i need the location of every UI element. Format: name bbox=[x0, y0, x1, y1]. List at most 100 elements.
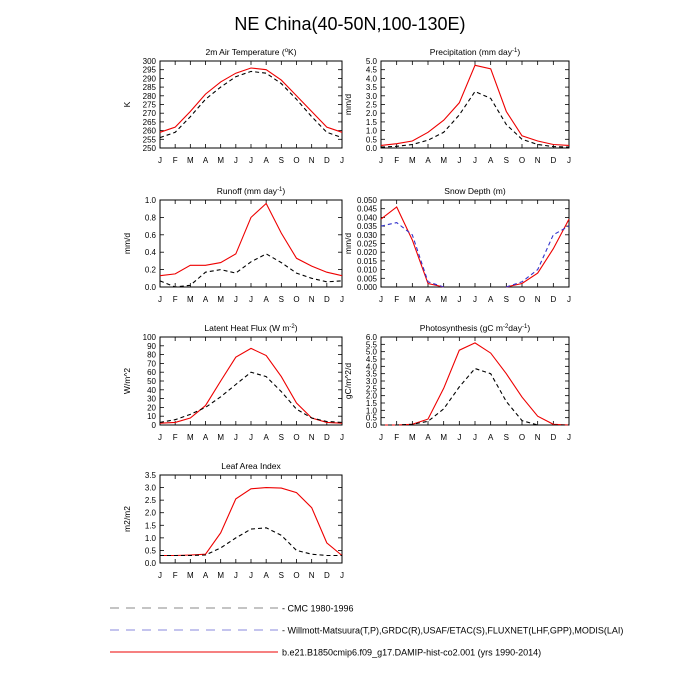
y-tick-label: 4.0 bbox=[366, 362, 378, 371]
legend-entry-2: b.e21.B1850cmip6.f09_g17.DAMIP-hist-co2.… bbox=[110, 648, 541, 658]
x-tick-label: A bbox=[263, 571, 269, 580]
x-tick-label: M bbox=[217, 156, 224, 165]
y-axis-label: W/m^2 bbox=[122, 368, 132, 394]
legend-entry-0: - CMC 1980-1996 bbox=[110, 604, 354, 614]
x-tick-label: A bbox=[425, 156, 431, 165]
y-tick-label: 5.0 bbox=[366, 348, 378, 357]
y-tick-label: 0.0 bbox=[145, 283, 157, 292]
y-tick-label: 0.020 bbox=[357, 248, 378, 257]
plot-frame bbox=[159, 336, 343, 426]
y-axis-label: K bbox=[122, 101, 132, 107]
y-tick-label: 0.030 bbox=[357, 231, 378, 240]
title-text: ) bbox=[517, 47, 520, 57]
legend: - CMC 1980-1996 - Willmott-Matsuura(T,P),… bbox=[110, 604, 623, 658]
title-text: ) bbox=[282, 186, 285, 196]
y-tick-label: 1.5 bbox=[366, 118, 378, 127]
x-tick-label: D bbox=[324, 433, 330, 442]
y-axis-label: mm/d bbox=[343, 233, 353, 255]
x-tick-label: S bbox=[279, 295, 284, 304]
y-axis-label: m2/m2 bbox=[122, 506, 132, 532]
y-tick-label: 3.5 bbox=[145, 471, 157, 480]
y-tick-label: 290 bbox=[143, 74, 157, 83]
x-tick-label: M bbox=[409, 295, 416, 304]
figure-title: NE China(40-50N,100-130E) bbox=[234, 14, 465, 34]
y-tick-label: 280 bbox=[143, 92, 157, 101]
y-tick-label: 0.5 bbox=[366, 135, 378, 144]
x-tick-label: J bbox=[234, 571, 238, 580]
y-tick-label: 1.5 bbox=[366, 399, 378, 408]
y-tick-label: 0.035 bbox=[357, 222, 378, 231]
x-tick-label: S bbox=[279, 433, 284, 442]
y-tick-label: 0 bbox=[152, 421, 157, 430]
x-tick-label: O bbox=[293, 433, 299, 442]
y-tick-label: 270 bbox=[143, 109, 157, 118]
y-tick-label: 255 bbox=[143, 135, 157, 144]
series-line-0 bbox=[159, 347, 343, 424]
x-tick-label: J bbox=[158, 295, 162, 304]
x-tick-label: J bbox=[473, 295, 477, 304]
x-tick-label: A bbox=[425, 295, 431, 304]
y-tick-label: 0.045 bbox=[357, 205, 378, 214]
x-tick-label: O bbox=[293, 295, 299, 304]
x-tick-label: J bbox=[234, 295, 238, 304]
x-tick-label: A bbox=[203, 295, 209, 304]
series-line-1 bbox=[160, 527, 342, 557]
y-axis-label: mm/d bbox=[122, 233, 132, 255]
chart-panel-0: 2m Air Temperature (oK)K2502552602652702… bbox=[122, 47, 344, 165]
x-tick-label: S bbox=[279, 571, 284, 580]
x-tick-label: M bbox=[409, 433, 416, 442]
series-line-0 bbox=[160, 487, 343, 557]
x-tick-label: F bbox=[394, 156, 399, 165]
legend-label: - CMC 1980-1996 bbox=[282, 604, 354, 614]
y-tick-label: 0.015 bbox=[357, 257, 378, 266]
y-tick-label: 0.0 bbox=[366, 421, 378, 430]
x-tick-label: J bbox=[158, 156, 162, 165]
y-tick-label: 100 bbox=[143, 333, 157, 342]
y-tick-label: 260 bbox=[143, 127, 157, 136]
x-tick-label: J bbox=[379, 156, 383, 165]
y-tick-label: 300 bbox=[143, 57, 157, 66]
y-tick-label: 3.5 bbox=[366, 83, 378, 92]
x-tick-label: J bbox=[379, 433, 383, 442]
title-text: ) bbox=[295, 323, 298, 333]
x-tick-label: M bbox=[187, 295, 194, 304]
y-tick-label: 90 bbox=[147, 342, 156, 351]
x-tick-label: J bbox=[567, 156, 571, 165]
y-tick-label: 3.0 bbox=[366, 377, 378, 386]
y-tick-label: 40 bbox=[147, 386, 156, 395]
y-tick-label: 0.2 bbox=[145, 266, 157, 275]
series-line-1 bbox=[159, 70, 343, 139]
y-axis-label: mm/d bbox=[343, 94, 353, 116]
chart-panel-5: Photosynthesis (gC m-2day-1) gC/m^2/d 0.00… bbox=[343, 323, 571, 442]
series-line-0 bbox=[380, 206, 570, 288]
title-superscript: o bbox=[285, 48, 289, 54]
x-tick-label: J bbox=[340, 571, 344, 580]
panel-title: Photosynthesis (gC m-2day-1) bbox=[420, 323, 531, 333]
x-tick-label: F bbox=[394, 433, 399, 442]
y-tick-label: 3.0 bbox=[145, 484, 157, 493]
title-text: Photosynthesis (gC m bbox=[420, 323, 503, 333]
x-tick-label: N bbox=[309, 571, 315, 580]
series-line-1 bbox=[381, 367, 569, 426]
x-tick-label: J bbox=[473, 156, 477, 165]
y-tick-label: 0.6 bbox=[145, 231, 157, 240]
y-tick-label: 1.0 bbox=[366, 406, 378, 415]
x-tick-label: O bbox=[519, 433, 525, 442]
y-tick-label: 2.5 bbox=[145, 496, 157, 505]
y-tick-label: 4.0 bbox=[366, 74, 378, 83]
title-text: Latent Heat Flux (W m bbox=[204, 323, 289, 333]
x-tick-label: A bbox=[203, 433, 209, 442]
x-tick-label: J bbox=[158, 571, 162, 580]
y-tick-label: 0.4 bbox=[145, 248, 157, 257]
panel-title: Latent Heat Flux (W m-2) bbox=[204, 323, 297, 333]
x-tick-label: J bbox=[567, 295, 571, 304]
y-tick-label: 0.005 bbox=[357, 274, 378, 283]
series-line-1 bbox=[159, 253, 343, 288]
x-tick-label: J bbox=[457, 156, 461, 165]
x-tick-label: A bbox=[425, 433, 431, 442]
x-tick-label: S bbox=[504, 433, 509, 442]
x-tick-label: A bbox=[488, 156, 494, 165]
x-tick-label: A bbox=[263, 295, 269, 304]
chart-panel-1: Precipitation (mm day-1) mm/d 0.00.51.01.5… bbox=[343, 47, 571, 165]
